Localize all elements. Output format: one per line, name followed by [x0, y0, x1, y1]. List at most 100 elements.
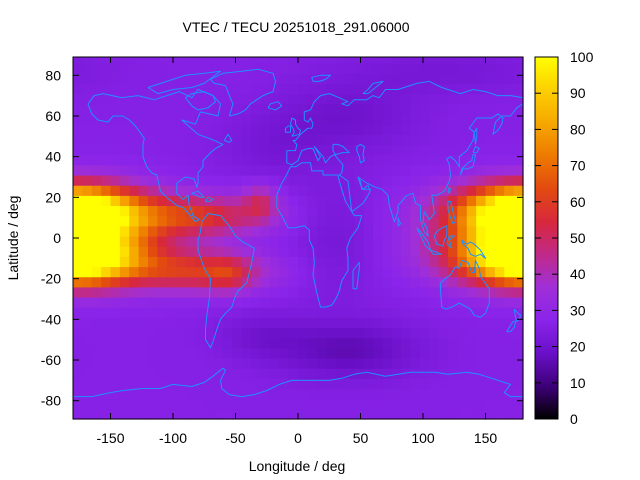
heatmap-cell [241, 154, 252, 166]
heatmap-cell [260, 103, 271, 115]
heatmap-cell [73, 113, 83, 125]
heatmap-cell [485, 185, 496, 196]
heatmap-cell [288, 317, 299, 329]
heatmap-cell [326, 185, 337, 196]
heatmap-cell [344, 276, 355, 288]
heatmap-cell [101, 154, 112, 166]
heatmap-cell [429, 398, 440, 410]
heatmap-cell [335, 174, 346, 186]
heatmap-cell [251, 337, 262, 349]
heatmap-cell [166, 327, 177, 339]
heatmap-cell [91, 276, 102, 288]
heatmap-cell [307, 134, 318, 146]
heatmap-cell [82, 276, 93, 288]
heatmap-cell [298, 327, 308, 339]
heatmap-cell [260, 225, 271, 237]
heatmap-cell [391, 337, 402, 349]
heatmap-cell [316, 246, 327, 257]
heatmap-cell [185, 174, 196, 186]
heatmap-cell [232, 246, 243, 257]
heatmap-cell [373, 154, 383, 166]
heatmap-cell [419, 113, 430, 125]
heatmap-cell [476, 195, 487, 207]
heatmap-cell [513, 113, 524, 125]
heatmap-cell [373, 134, 383, 146]
heatmap-cell [344, 73, 355, 85]
heatmap-cell [513, 347, 524, 359]
heatmap-cell [457, 57, 468, 64]
heatmap-cell [513, 134, 524, 146]
heatmap-cell [485, 368, 496, 379]
heatmap-cell [260, 388, 271, 400]
heatmap-cell [119, 73, 130, 85]
heatmap-cell [176, 103, 187, 115]
heatmap-cell [382, 205, 393, 217]
heatmap-cell [260, 276, 271, 288]
heatmap-cell [269, 235, 280, 247]
heatmap-cell [363, 337, 374, 349]
heatmap-cell [344, 307, 355, 318]
heatmap-cell [260, 286, 271, 298]
heatmap-cell [119, 174, 130, 186]
heatmap-cell [504, 164, 515, 176]
heatmap-cell [185, 388, 196, 400]
heatmap-cell [157, 337, 168, 349]
heatmap-cell [82, 256, 93, 268]
heatmap-cell [438, 185, 449, 196]
heatmap-cell [119, 408, 130, 420]
heatmap-cell [391, 327, 402, 339]
heatmap-cell [157, 357, 168, 369]
heatmap-cell [307, 307, 318, 318]
heatmap-cell [513, 195, 524, 207]
heatmap-cell [494, 195, 505, 207]
heatmap-cell [241, 378, 252, 390]
heatmap-cell [138, 185, 149, 196]
heatmap-cell [391, 235, 402, 247]
heatmap-cell [391, 408, 402, 420]
heatmap-cell [335, 235, 346, 247]
heatmap-cell [410, 347, 421, 359]
y-tick-label: 80 [45, 67, 61, 83]
heatmap-cell [373, 317, 383, 329]
heatmap-cell [419, 398, 430, 410]
heatmap-cell [504, 215, 515, 227]
heatmap-cell [138, 317, 149, 329]
heatmap-cell [448, 266, 458, 278]
heatmap-cell [326, 205, 337, 217]
heatmap-cell [166, 246, 177, 257]
heatmap-cell [194, 307, 205, 318]
heatmap-cell [448, 378, 458, 390]
heatmap-cell [260, 154, 271, 166]
heatmap-cell [288, 276, 299, 288]
heatmap-cell [110, 368, 121, 379]
heatmap-cell [298, 205, 308, 217]
heatmap-cell [382, 195, 393, 207]
heatmap-cell [157, 408, 168, 420]
heatmap-cell [101, 408, 112, 420]
heatmap-cell [298, 266, 308, 278]
heatmap-cell [485, 93, 496, 105]
heatmap-cell [148, 225, 158, 237]
heatmap-cell [438, 357, 449, 369]
heatmap-cell [223, 185, 233, 196]
heatmap-cell [448, 337, 458, 349]
heatmap-cell [298, 296, 308, 308]
heatmap-cell [101, 266, 112, 278]
heatmap-cell [429, 215, 440, 227]
heatmap-cell [269, 337, 280, 349]
coastline-philippines [447, 200, 456, 225]
heatmap-cell [138, 256, 149, 268]
heatmap-cell [148, 144, 158, 156]
heatmap-cell [223, 378, 233, 390]
heatmap-cell [288, 63, 299, 74]
heatmap-cell [457, 144, 468, 156]
heatmap-cell [419, 347, 430, 359]
heatmap-cell [316, 378, 327, 390]
heatmap-cell [232, 225, 243, 237]
heatmap-cell [391, 83, 402, 95]
heatmap-cell [316, 408, 327, 420]
heatmap-cell [466, 296, 477, 308]
heatmap-cell [138, 357, 149, 369]
heatmap-cell [344, 164, 355, 176]
heatmap-cell [204, 368, 215, 379]
